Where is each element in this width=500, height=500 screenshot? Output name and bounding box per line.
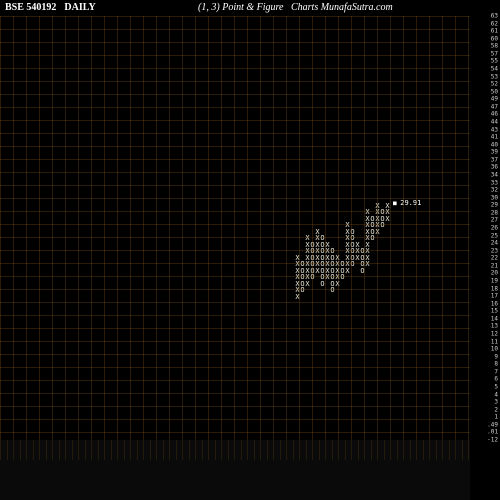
interval-label: DAILY (64, 2, 95, 13)
chart-plot-area: XXXXXXXOOOOOXXXXXXXXOOOOOOXXXXXXXOOOOOOO… (0, 16, 470, 440)
chart-header: BSE 540192 DAILY (1, 3) Point & Figure C… (5, 2, 495, 13)
x-axis-area (0, 440, 470, 500)
current-price-marker: 29.91 (393, 199, 421, 207)
symbol-label: BSE 540192 (5, 2, 56, 13)
point-figure-data: XXXXXXXOOOOOXXXXXXXXOOOOOOXXXXXXXOOOOOOO… (295, 203, 390, 301)
chart-params: (1, 3) Point & Figure Charts MunafaSutra… (96, 2, 495, 13)
y-axis: 6362616058575554535250494746444341403937… (472, 16, 500, 440)
